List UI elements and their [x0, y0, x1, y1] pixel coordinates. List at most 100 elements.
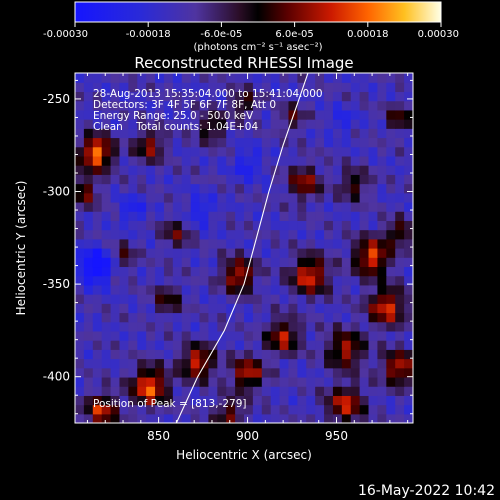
heatmap-cell	[386, 146, 396, 157]
heatmap-cell	[172, 275, 183, 286]
heatmap-cell	[199, 211, 210, 221]
heatmap-cell	[190, 284, 201, 295]
heatmap-cell	[252, 137, 263, 148]
heatmap-cell	[119, 330, 129, 341]
heatmap-cell	[270, 91, 281, 102]
heatmap-cell	[244, 220, 254, 231]
heatmap-cell	[181, 321, 192, 332]
heatmap-cell	[395, 386, 405, 396]
heatmap-cell	[172, 266, 183, 277]
heatmap-cell	[146, 248, 156, 258]
heatmap-cell	[92, 73, 103, 83]
heatmap-cell	[395, 229, 405, 240]
heatmap-cell	[190, 404, 201, 415]
heatmap-cell	[199, 248, 210, 258]
heatmap-cell	[386, 413, 396, 423]
heatmap-cell	[92, 367, 103, 378]
heatmap-cell	[217, 137, 227, 148]
heatmap-cell	[155, 119, 165, 129]
heatmap-cell	[377, 82, 387, 93]
heatmap-cell	[119, 128, 129, 139]
heatmap-cell	[226, 183, 236, 194]
heatmap-cell	[137, 284, 147, 295]
heatmap-cell	[83, 294, 94, 304]
heatmap-cell	[217, 376, 227, 387]
heatmap-cell	[101, 82, 112, 93]
heatmap-cell	[110, 165, 121, 175]
heatmap-cell	[350, 137, 361, 148]
heatmap-cell	[306, 330, 316, 341]
heatmap-cell	[92, 109, 103, 120]
heatmap-cell	[155, 330, 165, 341]
heatmap-cell	[155, 82, 165, 93]
heatmap-cell	[270, 128, 281, 139]
heatmap-cell	[324, 238, 334, 249]
heatmap-cell	[146, 330, 156, 341]
heatmap-cell	[252, 321, 263, 332]
heatmap-cell	[332, 349, 343, 360]
heatmap-cell	[199, 386, 210, 396]
heatmap-cell	[395, 100, 405, 111]
heatmap-cell	[350, 275, 361, 286]
heatmap-cell	[332, 330, 343, 341]
heatmap-cell	[341, 321, 352, 332]
heatmap-cell	[137, 386, 147, 396]
heatmap-cell	[128, 349, 138, 360]
heatmap-cell	[297, 294, 307, 304]
heatmap-cell	[217, 275, 227, 286]
heatmap-cell	[235, 82, 245, 93]
heatmap-cell	[359, 183, 370, 194]
heatmap-cell	[279, 155, 290, 166]
heatmap-cell	[244, 238, 254, 249]
heatmap-cell	[279, 367, 290, 378]
heatmap-cell	[181, 174, 192, 185]
heatmap-cell	[315, 386, 325, 396]
heatmap-cell	[190, 312, 201, 323]
heatmap-cell	[92, 404, 103, 415]
heatmap-cell	[172, 229, 183, 240]
heatmap-cell	[306, 367, 316, 378]
heatmap-cell	[404, 376, 413, 387]
heatmap-cell	[395, 275, 405, 286]
heatmap-cell	[377, 174, 387, 185]
heatmap-cell	[101, 395, 112, 406]
heatmap-cell	[279, 294, 290, 304]
heatmap-cell	[279, 192, 290, 203]
heatmap-cell	[146, 73, 156, 83]
heatmap-cell	[359, 201, 370, 212]
heatmap-cell	[92, 349, 103, 360]
heatmap-cell	[404, 358, 413, 369]
heatmap-cell	[377, 211, 387, 221]
heatmap-cell	[217, 155, 227, 166]
heatmap-cell	[190, 386, 201, 396]
heatmap-cell	[377, 192, 387, 203]
heatmap-cell	[110, 174, 121, 185]
heatmap-cell	[172, 248, 183, 258]
heatmap-cell	[110, 340, 121, 350]
heatmap-cell	[404, 275, 413, 286]
heatmap-cell	[208, 340, 218, 350]
heatmap-cell	[83, 358, 94, 369]
heatmap-cell	[350, 211, 361, 221]
heatmap-cell	[279, 303, 290, 314]
heatmap-cell	[244, 340, 254, 350]
heatmap-cell	[341, 284, 352, 295]
heatmap-cell	[270, 284, 281, 295]
heatmap-cell	[395, 404, 405, 415]
heatmap-cell	[306, 192, 316, 203]
heatmap-cell	[181, 119, 192, 129]
heatmap-cell	[101, 146, 112, 157]
heatmap-cell	[350, 248, 361, 258]
heatmap-cell	[377, 146, 387, 157]
heatmap-cell	[235, 257, 245, 268]
heatmap-cell	[341, 146, 352, 157]
heatmap-cell	[199, 376, 210, 387]
heatmap-cell	[235, 413, 245, 423]
heatmap-cell	[332, 303, 343, 314]
heatmap-cell	[288, 321, 298, 332]
heatmap-cell	[137, 128, 147, 139]
heatmap-cell	[75, 73, 85, 83]
heatmap-cell	[404, 404, 413, 415]
heatmap-cell	[377, 109, 387, 120]
heatmap-cell	[92, 303, 103, 314]
